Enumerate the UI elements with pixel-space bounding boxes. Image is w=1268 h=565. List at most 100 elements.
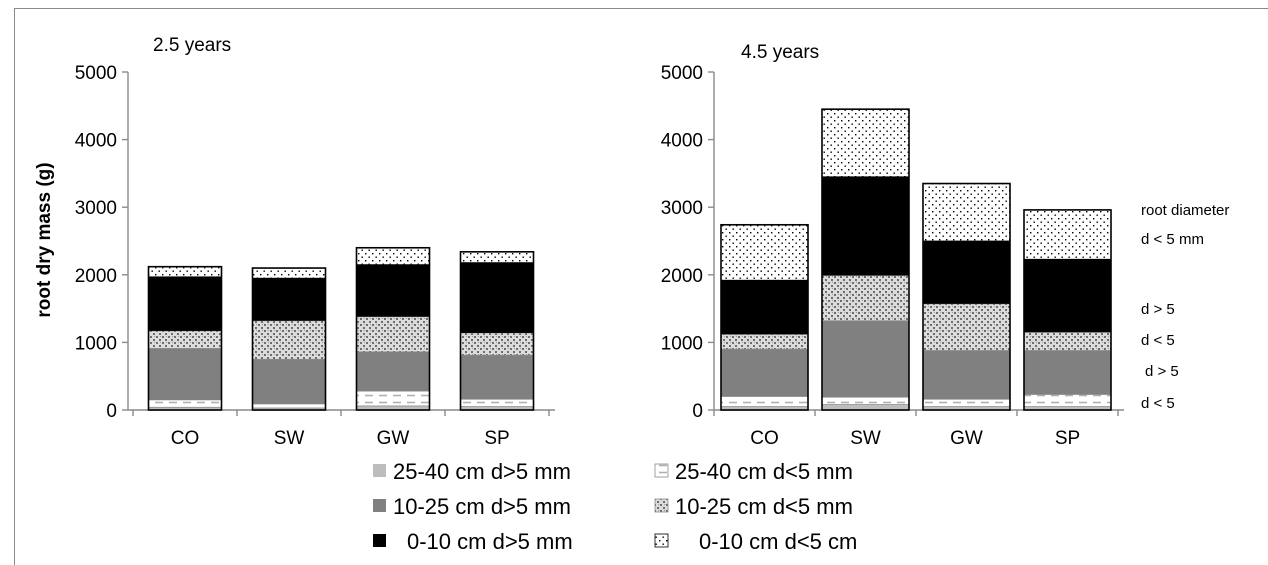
- y-tick-label: 5000: [661, 63, 703, 84]
- legend-label-25-40-cm-d-5-mm: 25-40 cm d<5 mm: [675, 459, 853, 484]
- side-note-d-lt-5mm: d < 5 mm: [1141, 231, 1204, 248]
- side-note-d-gt-5-b: d > 5: [1145, 363, 1179, 380]
- bar-sw-10-25-cm-d-5-mm: [252, 359, 326, 404]
- legend-swatch-10-25-cm-d-5-mm: [654, 498, 669, 513]
- panel-right: 0 1000 2000 3000 4000 5000 CO SW GW SP: [661, 63, 1124, 449]
- x-tick-label-sw: SW: [274, 428, 305, 449]
- legend-label-25-40-cm-d-5-mm: 25-40 cm d>5 mm: [393, 459, 571, 484]
- bar-gw-0-10-cm-d-5-cm: [356, 247, 430, 266]
- bar-gw-10-25-cm-d-5-mm: [922, 303, 1011, 351]
- x-tick-label-sp: SP: [1055, 428, 1080, 449]
- y-tick-label: 0: [106, 401, 117, 422]
- bar-sw-25-40-cm-d-5-mm: [822, 404, 909, 410]
- y-tick-label: 2000: [661, 266, 703, 287]
- bar-co-10-25-cm-d-5-mm: [721, 349, 808, 397]
- legend-label-10-25-cm-d-5-mm: 10-25 cm d<5 mm: [675, 494, 853, 519]
- bar-outline-sp: [1023, 209, 1112, 411]
- bar-sw-10-25-cm-d-5-mm: [822, 320, 909, 398]
- bar-sp-25-40-cm-d-5-mm: [460, 406, 534, 410]
- bar-gw-0-10-cm-d-5-mm: [923, 241, 1010, 304]
- bar-gw-25-40-cm-d-5-mm: [922, 398, 1011, 408]
- bar-sw-0-10-cm-d-5-cm: [252, 267, 326, 279]
- panel-title-left: 2.5 years: [153, 35, 231, 56]
- legend-swatch-0-10-cm-d-5-cm: [654, 533, 669, 548]
- bar-sw-0-10-cm-d-5-mm: [822, 176, 909, 276]
- bar-sp-10-25-cm-d-5-mm: [460, 332, 534, 356]
- bar-sw-10-25-cm-d-5-mm: [821, 275, 910, 322]
- x-tick-label-gw: GW: [377, 428, 410, 449]
- bar-sp-25-40-cm-d-5-mm: [1023, 394, 1112, 408]
- legend-label-0-10-cm-d-5-cm: 0-10 cm d<5 cm: [699, 529, 857, 554]
- y-tick-label: 1000: [661, 333, 703, 354]
- y-tick-label: 3000: [75, 198, 117, 219]
- bar-sw-25-40-cm-d-5-mm: [252, 407, 326, 410]
- bar-sp-0-10-cm-d-5-cm: [1023, 209, 1112, 260]
- legend-swatch-25-40-cm-d-5-mm: [373, 464, 386, 477]
- bar-outline-sp: [459, 251, 535, 411]
- figure-frame: [14, 8, 1268, 565]
- y-tick-label: 4000: [75, 131, 117, 152]
- bar-outline-co: [720, 223, 809, 411]
- y-tick-label: 3000: [661, 198, 703, 219]
- bar-gw-0-10-cm-d-5-mm: [356, 264, 430, 317]
- bar-gw-10-25-cm-d-5-mm: [923, 350, 1010, 400]
- x-tick-label-gw: GW: [950, 428, 983, 449]
- x-tick-label-co: CO: [750, 428, 779, 449]
- y-tick-label: 1000: [75, 333, 117, 354]
- legend: 25-40 cm d>5 mm 25-40 cm d<5 mm 10-25 cm d…: [373, 459, 857, 554]
- bar-gw-25-40-cm-d-5-mm: [356, 390, 430, 407]
- bar-co-0-10-cm-d-5-cm: [720, 224, 809, 281]
- bar-sw-0-10-cm-d-5-mm: [252, 278, 326, 321]
- side-note-root-diameter: root diameter: [1141, 202, 1229, 219]
- bar-sp-0-10-cm-d-5-mm: [1024, 259, 1111, 333]
- bar-co-10-25-cm-d-5-mm: [720, 333, 809, 350]
- legend-swatch-0-10-cm-d-5-mm: [373, 534, 386, 547]
- panel-title-right: 4.5 years: [741, 42, 819, 63]
- side-note-d-lt-5-a: d < 5: [1141, 332, 1175, 349]
- y-tick-label: 5000: [75, 63, 117, 84]
- bar-gw-0-10-cm-d-5-cm: [922, 183, 1011, 242]
- y-axis-label: root dry mass (g): [34, 162, 55, 317]
- y-tick-label: 2000: [75, 266, 117, 287]
- bar-outline-sw: [251, 267, 327, 411]
- bar-sp-25-40-cm-d-5-mm: [460, 398, 534, 408]
- bar-sw-10-25-cm-d-5-mm: [252, 320, 326, 360]
- y-tick-label: 4000: [661, 131, 703, 152]
- bar-sw-25-40-cm-d-5-mm: [252, 403, 326, 409]
- bar-co-0-10-cm-d-5-mm: [721, 280, 808, 335]
- bar-sp-25-40-cm-d-5-mm: [1024, 406, 1111, 410]
- bar-co-25-40-cm-d-5-mm: [721, 406, 808, 410]
- legend-swatch-10-25-cm-d-5-mm: [373, 499, 386, 512]
- bar-sp-0-10-cm-d-5-mm: [460, 262, 534, 333]
- x-tick-label-sp: SP: [484, 428, 509, 449]
- legend-swatch-25-40-cm-d-5-mm: [654, 463, 669, 478]
- bar-sw-25-40-cm-d-5-mm: [821, 396, 910, 405]
- bar-co-10-25-cm-d-5-mm: [148, 348, 222, 400]
- x-tick-label-sw: SW: [850, 428, 881, 449]
- bar-outline-gw: [355, 246, 431, 411]
- bar-outline-co: [147, 265, 223, 411]
- bar-co-0-10-cm-d-5-cm: [148, 266, 222, 278]
- x-tick-label-co: CO: [171, 428, 200, 449]
- bar-outline-gw: [922, 182, 1011, 411]
- bar-sw-0-10-cm-d-5-cm: [821, 108, 910, 178]
- bar-outline-sw: [821, 108, 910, 411]
- bar-gw-10-25-cm-d-5-mm: [356, 316, 430, 353]
- bar-sp-10-25-cm-d-5-mm: [1023, 331, 1112, 351]
- bar-co-25-40-cm-d-5-mm: [148, 399, 222, 408]
- legend-label-10-25-cm-d-5-mm: 10-25 cm d>5 mm: [393, 494, 571, 519]
- bar-sp-0-10-cm-d-5-cm: [460, 251, 534, 264]
- bar-gw-25-40-cm-d-5-mm: [356, 405, 430, 410]
- bar-co-25-40-cm-d-5-mm: [148, 407, 222, 410]
- y-tick-label: 0: [692, 401, 703, 422]
- legend-label-0-10-cm-d-5-mm: 0-10 cm d>5 mm: [407, 529, 573, 554]
- bar-co-25-40-cm-d-5-mm: [720, 396, 809, 408]
- bar-gw-10-25-cm-d-5-mm: [356, 351, 430, 392]
- side-note-d-lt-5-b: d < 5: [1141, 395, 1175, 412]
- bar-co-0-10-cm-d-5-mm: [148, 276, 222, 331]
- panel-left: 0 1000 2000 3000 4000 5000 CO SW GW SP: [75, 63, 555, 449]
- bar-gw-25-40-cm-d-5-mm: [923, 406, 1010, 410]
- side-note-d-gt-5-a: d > 5: [1141, 301, 1175, 318]
- bar-co-10-25-cm-d-5-mm: [148, 330, 222, 349]
